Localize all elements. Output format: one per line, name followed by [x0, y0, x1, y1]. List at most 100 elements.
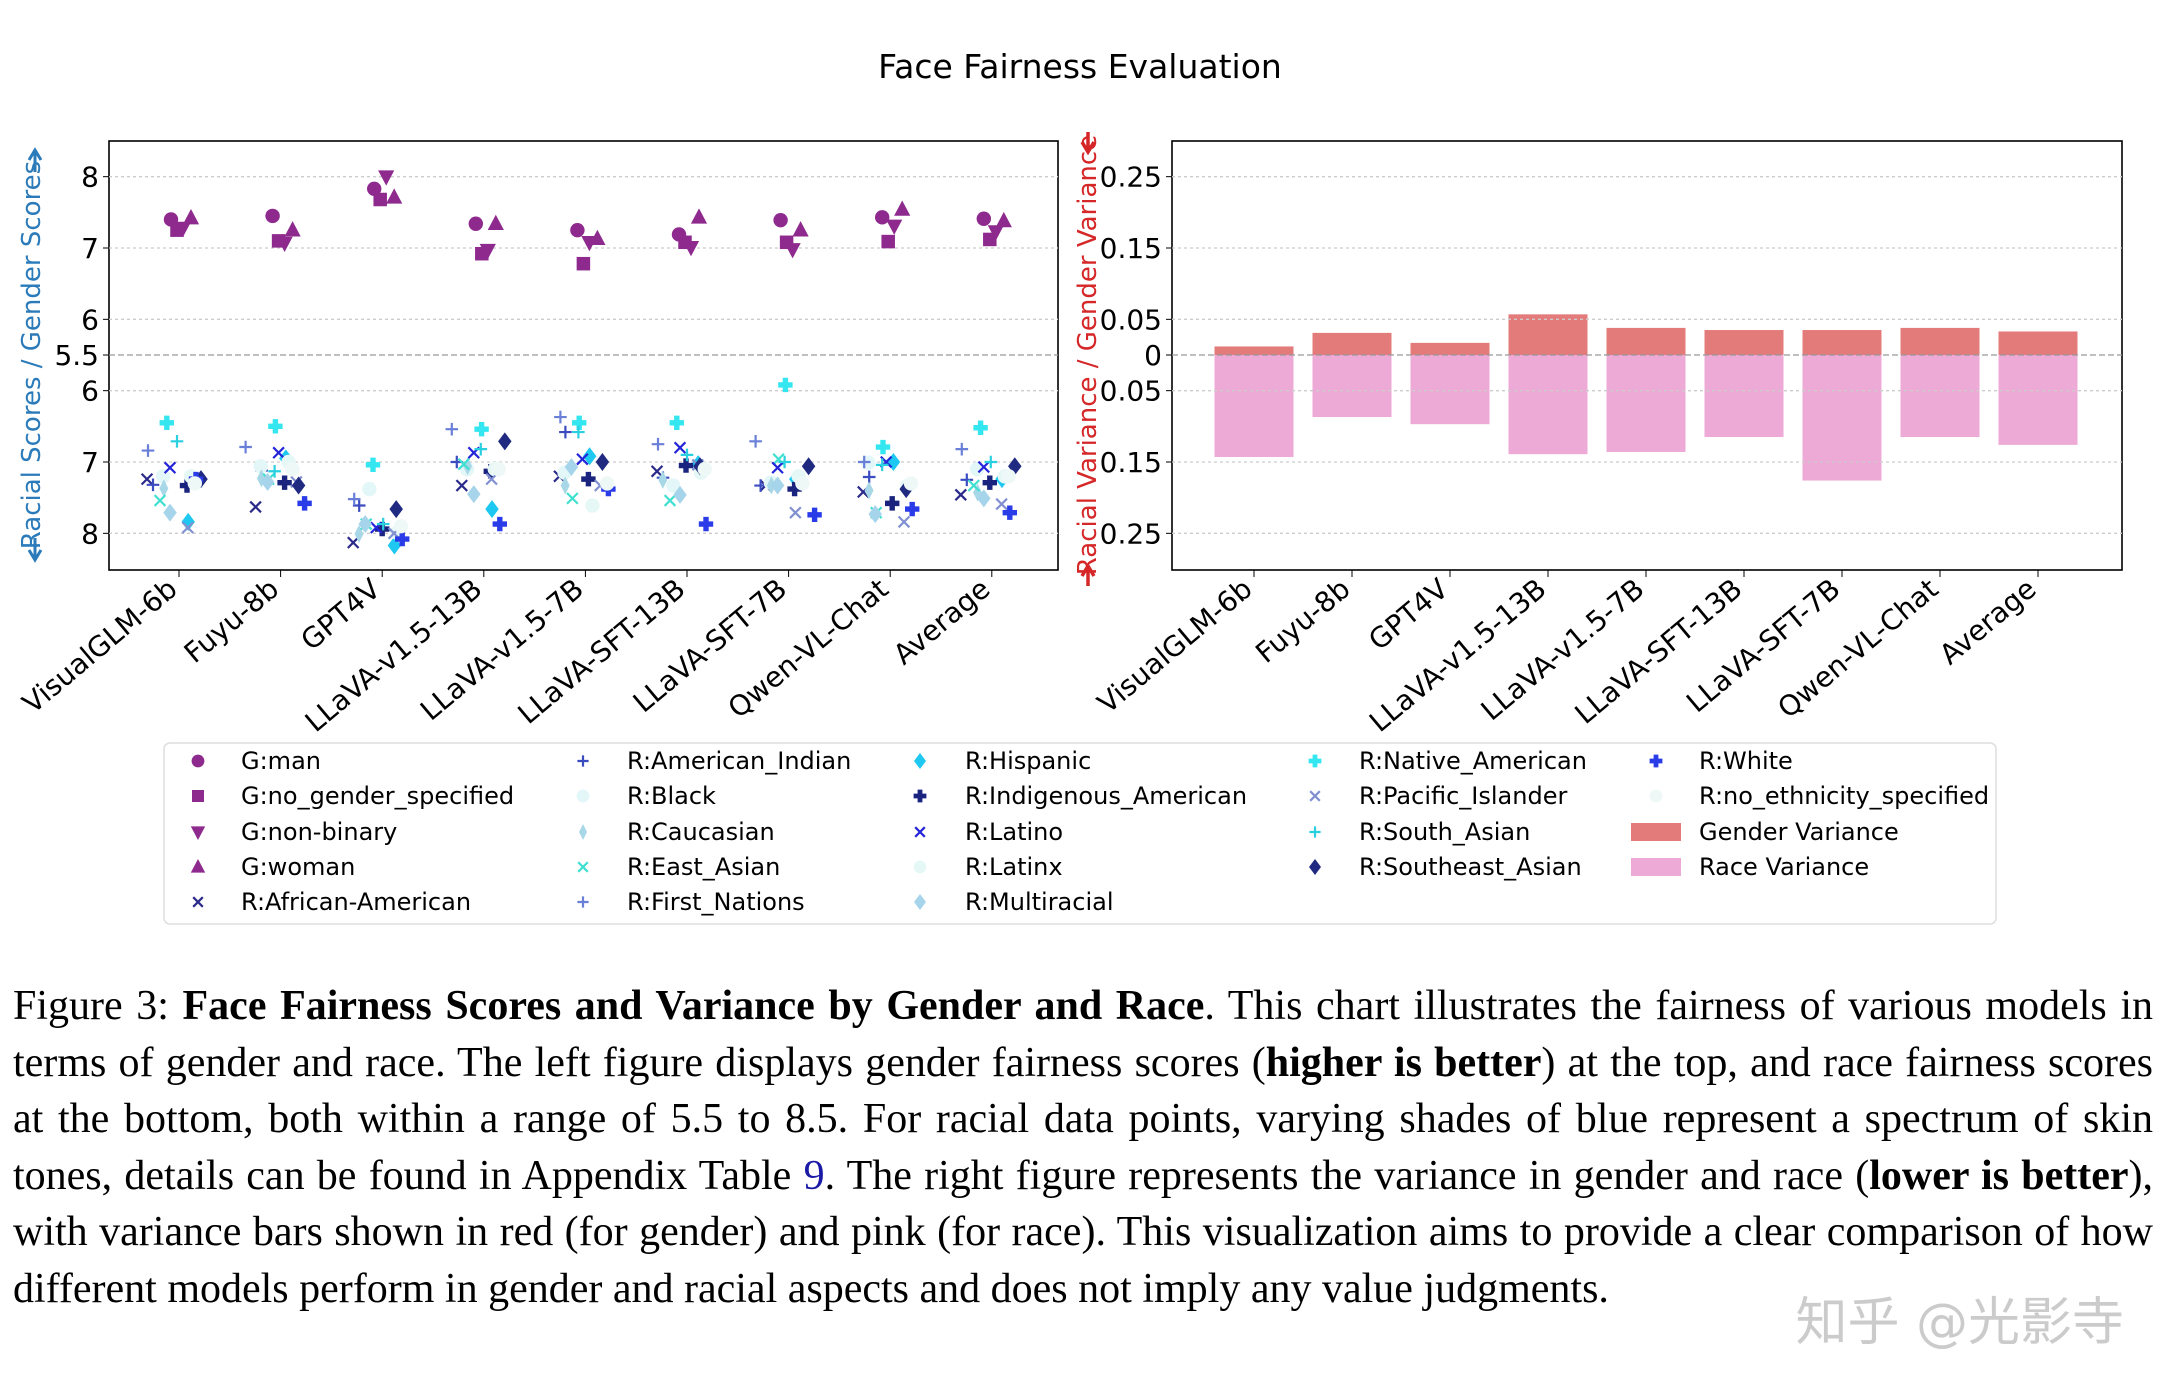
legend-marker-r-multiracial [914, 894, 926, 910]
legend-item-r-pacific-islander: R:Pacific_Islander [1309, 782, 1567, 810]
bar-gender-variance [1998, 331, 2078, 355]
legend-item-r-multiracial: R:Multiracial [914, 888, 1114, 916]
point-r-south-asian [376, 517, 390, 531]
point-r-no-ethnicity-specified [600, 476, 615, 491]
point-g-man [773, 212, 788, 228]
legend-swatch-gender-variance [1631, 823, 1681, 841]
point-r-white [492, 516, 507, 532]
legend-label: R:no_ethnicity_specified [1699, 782, 1989, 810]
point-r-latino [673, 441, 687, 454]
y-tick-label: 0.05 [1100, 375, 1162, 408]
y-tick-label: 0.05 [1100, 303, 1162, 336]
point-r-east-asian [967, 479, 980, 492]
bar-race-variance [1508, 355, 1588, 455]
y-tick-label: 6 [81, 303, 99, 336]
point-r-first-nations [554, 410, 567, 424]
point-r-first-nations [347, 492, 361, 506]
legend-marker-g-man [191, 754, 205, 768]
point-r-southeast-asian [389, 500, 403, 519]
x-tick-label: LLaVA-v1.5-7B [1475, 572, 1651, 727]
legend-item-g-non-binary: G:non-binary [190, 818, 397, 846]
legend-item-r-native-american: R:Native_American [1308, 747, 1587, 775]
point-r-latino [576, 452, 589, 466]
point-r-multiracial [770, 476, 785, 495]
point-r-caucasian [658, 470, 668, 489]
point-r-native-american [572, 415, 587, 430]
x-tick-label: GPT4V [295, 572, 387, 657]
legend-item-r-latinx: R:Latinx [913, 853, 1063, 881]
point-g-man [468, 216, 483, 231]
point-r-indigenous-american [885, 496, 900, 511]
point-r-native-american [669, 415, 684, 430]
point-g-woman [182, 209, 200, 225]
point-g-man [367, 181, 382, 196]
bar-race-variance [1606, 355, 1686, 453]
point-r-multiracial [673, 485, 687, 504]
point-r-southeast-asian [498, 432, 512, 451]
point-g-non-binary [784, 243, 801, 259]
legend-item-r-hispanic: R:Hispanic [914, 747, 1091, 775]
arrow-up-icon [27, 147, 43, 172]
point-r-latino [163, 461, 177, 474]
point-r-american-indian [352, 499, 366, 512]
legend-label: G:non-binary [241, 818, 397, 846]
legend-item-r-south-asian: R:South_Asian [1309, 818, 1530, 846]
legend-label: R:East_Asian [627, 853, 780, 881]
point-r-no-ethnicity-specified [491, 461, 506, 477]
legend-label: R:Native_American [1359, 747, 1587, 775]
point-r-latino [771, 461, 784, 474]
legend-marker-r-pacific-islander [1309, 790, 1321, 802]
point-g-non-binary [886, 219, 903, 235]
y-tick-label: 0.25 [1100, 161, 1162, 194]
legend-item-g-man: G:man [191, 747, 321, 775]
point-r-african-american [140, 472, 154, 486]
caption-text: ), with variance bars shown in red (for … [13, 1152, 2153, 1312]
legend-marker-g-woman [190, 859, 206, 873]
point-g-non-binary [987, 225, 1004, 241]
y-tick-label: 8 [81, 161, 99, 194]
point-g-non-binary [276, 236, 293, 253]
legend-marker-g-non-binary [190, 826, 206, 840]
legend-item-r-american-indian: R:American_Indian [577, 747, 851, 775]
legend-marker-r-first-nations [577, 896, 589, 908]
point-g-man [875, 210, 890, 225]
legend-item-race-variance: Race Variance [1631, 853, 1869, 881]
legend-item-r-black: R:Black [576, 782, 716, 810]
legend-frame [163, 742, 1997, 925]
y-tick-label: 0.25 [1100, 517, 1162, 550]
point-r-multiracial [977, 489, 991, 508]
point-r-first-nations [239, 440, 252, 454]
legend-marker-r-latino [914, 826, 926, 838]
legend-marker-r-hispanic [914, 753, 926, 769]
point-r-east-asian [153, 494, 167, 507]
point-r-multiracial [467, 485, 481, 504]
point-g-woman [690, 208, 708, 224]
point-r-black [253, 459, 268, 474]
bar-gender-variance [1606, 327, 1686, 355]
x-tick-label: Fuyu-8b [178, 572, 285, 669]
legend-marker-r-no-ethnicity-specified [1649, 789, 1663, 803]
point-r-native-american [365, 457, 381, 473]
legend-marker-r-caucasian [579, 824, 587, 840]
point-r-first-nations [141, 444, 155, 457]
point-r-indigenous-american [787, 481, 802, 497]
point-r-hispanic [485, 500, 499, 519]
legend-item-r-white: R:White [1649, 747, 1793, 775]
x-tick-label: Average [1933, 572, 2042, 671]
x-tick-label: GPT4V [1362, 572, 1454, 657]
point-g-non-binary [378, 170, 395, 186]
point-r-hispanic [582, 447, 597, 466]
bar-race-variance [1998, 355, 2078, 445]
legend-item-g-woman: G:woman [190, 853, 355, 881]
y-tick-label: 7 [81, 232, 99, 265]
bar-gender-variance [1312, 332, 1392, 355]
bar-race-variance [1900, 355, 1980, 438]
point-r-no-ethnicity-specified [285, 461, 300, 477]
legend-label: R:Latino [965, 818, 1063, 846]
watermark: 知乎 @光影寺 [1795, 1293, 2124, 1353]
table-reference-link[interactable]: 9 [803, 1152, 825, 1199]
legend-label: G:man [241, 747, 321, 775]
x-tick-label: LLaVA-SFT-13B [1569, 572, 1749, 730]
point-g-non-binary [479, 243, 496, 260]
bar-race-variance [1312, 355, 1392, 418]
